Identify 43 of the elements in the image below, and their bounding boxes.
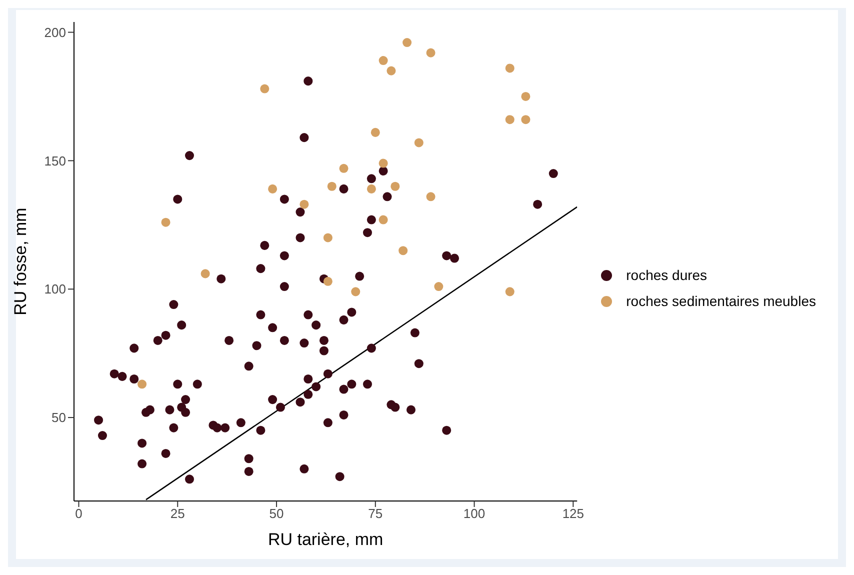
point (378, 56, 388, 66)
point (426, 48, 436, 58)
x-tick-label: 0 (75, 506, 82, 522)
point (260, 84, 270, 94)
point (402, 38, 412, 48)
x-tick-label: 25 (170, 506, 185, 522)
y-axis-title: RU fosse, mm (11, 208, 30, 316)
point (351, 287, 360, 296)
point (434, 282, 444, 292)
y-tick-label: 50 (52, 410, 66, 426)
x-axis-title: RU tarière, mm (268, 530, 384, 549)
point (521, 92, 530, 101)
point (268, 184, 278, 194)
point (505, 64, 514, 73)
point (370, 128, 380, 137)
point (339, 164, 348, 173)
point (138, 380, 147, 389)
legend-label: roches dures (626, 266, 708, 282)
point (161, 218, 170, 227)
point (323, 276, 332, 286)
legend-label: roches sedimentaires meubles (626, 292, 816, 308)
y-tick-label: 150 (44, 153, 66, 168)
point (505, 115, 514, 124)
x-tick-label: 75 (368, 506, 383, 522)
point (414, 138, 424, 148)
point (378, 215, 388, 224)
point (323, 233, 332, 242)
point (521, 115, 530, 124)
point (398, 246, 408, 256)
point (378, 158, 388, 168)
point (327, 182, 336, 191)
x-tick-label: 125 (562, 506, 584, 522)
point (200, 269, 210, 278)
point (390, 182, 400, 191)
point (426, 192, 436, 202)
x-tick-label: 50 (269, 506, 284, 522)
y-tick-label: 100 (44, 282, 66, 297)
point (505, 287, 514, 296)
point (386, 66, 396, 76)
y-tick-label: 200 (44, 24, 66, 40)
x-tick-label: 100 (463, 506, 486, 522)
point (300, 200, 309, 209)
point (366, 184, 376, 194)
